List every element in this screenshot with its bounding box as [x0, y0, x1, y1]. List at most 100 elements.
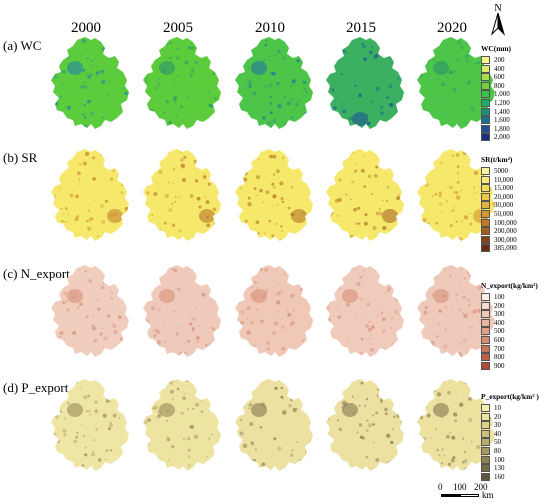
legend-swatch	[481, 192, 490, 201]
legend-value: 800	[494, 81, 505, 90]
legend-value: 200	[494, 56, 505, 64]
legend-swatch	[481, 235, 490, 244]
legend-p-export: P_export(kg/km² ) 10 20 30 40 50 80 100 130 160	[481, 392, 549, 487]
scale-label-0: 0	[438, 482, 443, 492]
scale-unit: km	[482, 490, 494, 500]
legend-value: 100,000	[494, 218, 517, 227]
legend-swatch	[481, 99, 490, 107]
legend-swatch	[481, 73, 490, 82]
legend-swatch	[481, 447, 490, 455]
legend-value: 500	[494, 327, 505, 336]
legend-value: 40	[494, 429, 501, 438]
legend-sr: SR(t/km²) 5000 10,000 15,000 20,000 30,000 50…	[481, 155, 547, 260]
map-0-2010	[235, 37, 313, 129]
legend-value: 160	[494, 472, 505, 481]
legend-value: 400	[494, 318, 505, 327]
map-3-2020	[417, 379, 495, 471]
map-0-2000	[51, 37, 129, 129]
region-fill	[51, 265, 129, 357]
region-fill	[326, 265, 404, 357]
legend-value: 30,000	[494, 201, 514, 210]
region-fill	[235, 379, 313, 471]
legend-swatch	[481, 404, 490, 412]
north-arrow-label: N	[494, 3, 501, 14]
legend-value: 300	[494, 310, 505, 319]
legend-value: 1,400	[494, 107, 510, 116]
row-label-p-export: (d) P_export	[3, 380, 69, 395]
legend-swatch	[481, 455, 490, 464]
year-header-2000: 2000	[71, 20, 101, 36]
legend-value: 10	[494, 404, 501, 412]
map-2-2005	[143, 265, 221, 357]
legend-value: 600	[494, 336, 505, 344]
legend-value: 80	[494, 447, 501, 455]
year-header-2015: 2015	[346, 20, 376, 36]
legend-value: 800	[494, 353, 505, 362]
legend-swatch	[481, 293, 490, 301]
map-1-2000	[51, 149, 129, 241]
legend-swatch	[481, 210, 490, 218]
map-0-2015	[326, 37, 404, 129]
map-1-2015	[326, 149, 404, 241]
scale-bar: 0 100 200 km	[438, 482, 508, 504]
legend-swatch	[481, 116, 490, 125]
map-3-2015	[326, 379, 404, 471]
legend-value: 20	[494, 412, 501, 421]
legend-swatch	[481, 344, 490, 353]
map-3-2005	[143, 379, 221, 471]
legend-value: 1,000	[494, 90, 510, 99]
map-2-2020	[417, 265, 495, 357]
year-header-2020: 2020	[437, 20, 467, 36]
legend-value: 100	[494, 455, 505, 464]
legend-swatch	[481, 464, 490, 473]
legend-swatch	[481, 167, 490, 175]
legend-swatch	[481, 336, 490, 344]
legend-value: 50,000	[494, 210, 514, 218]
legend-swatch	[481, 438, 490, 447]
map-2-2010	[235, 265, 313, 357]
map-1-2005	[143, 149, 221, 241]
map-3-2000	[51, 379, 129, 471]
legend-swatch	[481, 361, 490, 370]
map-2-2000	[51, 265, 129, 357]
scale-label-100: 100	[453, 482, 467, 492]
legend-value: 2,000	[494, 133, 510, 142]
legend-value: 1,800	[494, 124, 510, 133]
region-fill	[326, 149, 404, 241]
region-fill	[143, 265, 221, 357]
region-fill	[417, 37, 495, 129]
legend-value: 130	[494, 464, 505, 473]
scale-bar-segment-white	[460, 494, 479, 497]
legend-value: 1,600	[494, 116, 510, 125]
year-header-2010: 2010	[255, 20, 285, 36]
row-label-sr: (b) SR	[3, 150, 38, 165]
map-0-2020	[417, 37, 495, 129]
legend-value: 600	[494, 73, 505, 82]
legend-swatch	[481, 421, 490, 430]
legend-value: 400	[494, 64, 505, 73]
legend-title: SR(t/km²)	[481, 155, 513, 164]
region-fill	[417, 379, 495, 471]
legend-value: 30	[494, 421, 501, 430]
legend-value: 200,000	[494, 227, 517, 236]
scale-label-200: 200	[474, 482, 488, 492]
legend-title: WC(mm)	[481, 44, 511, 53]
map-1-2010	[235, 149, 313, 241]
legend-swatch	[481, 56, 490, 64]
legend-swatch	[481, 227, 490, 236]
legend-swatch	[481, 318, 490, 327]
region-fill	[326, 37, 404, 129]
legend-swatch	[481, 412, 490, 421]
legend-swatch	[481, 201, 490, 210]
legend-wc: WC(mm) 200 400 600 800 1,000 1,200 1,400 1,600 1…	[481, 44, 547, 144]
legend-swatch	[481, 244, 490, 253]
legend-swatch	[481, 81, 490, 90]
region-fill	[143, 37, 221, 129]
legend-swatch	[481, 64, 490, 73]
region-fill	[235, 37, 313, 129]
legend-swatch	[481, 218, 490, 227]
legend-swatch	[481, 124, 490, 133]
region-fill	[417, 265, 495, 357]
legend-swatch	[481, 175, 490, 184]
row-label-n-export: (c) N_export	[3, 266, 70, 281]
